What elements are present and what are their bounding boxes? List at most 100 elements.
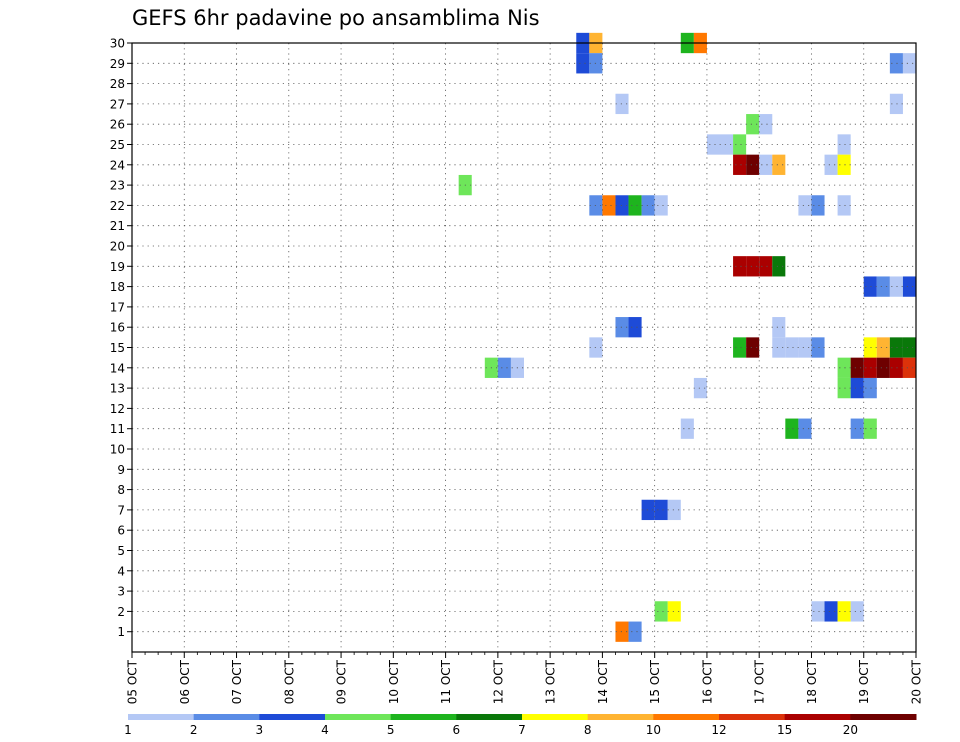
heatmap-cell: [615, 93, 629, 115]
x-tick-label: 11 OCT: [439, 659, 453, 704]
legend-label: 6: [453, 723, 461, 737]
heatmap-cell: [902, 53, 916, 74]
y-tick-label: 25: [110, 138, 125, 152]
y-tick-label: 20: [110, 240, 125, 254]
legend-label: 12: [711, 723, 726, 737]
heatmap-cell: [837, 134, 851, 155]
heatmap-cell: [850, 357, 864, 378]
heatmap-cell: [654, 601, 668, 622]
legend-swatch: [653, 714, 720, 720]
y-tick-label: 11: [110, 422, 125, 436]
heatmap-cell: [876, 276, 890, 297]
heatmap-cell: [798, 418, 812, 439]
heatmap-cell: [720, 134, 734, 155]
legend-swatch: [128, 714, 195, 720]
heatmap-cell: [759, 114, 773, 135]
heatmap-cell: [798, 195, 812, 216]
heatmap-cell: [667, 601, 681, 622]
heatmap-cell: [837, 154, 851, 175]
heatmap-cell: [733, 154, 747, 175]
x-tick-label: 14 OCT: [596, 659, 610, 704]
heatmap-cell: [863, 337, 877, 358]
y-tick-label: 5: [117, 544, 125, 558]
heatmap-cell: [863, 276, 877, 297]
heatmap-cell: [667, 499, 681, 521]
y-tick-label: 26: [110, 118, 125, 132]
heatmap-cell: [811, 337, 825, 358]
heatmap-cell: [746, 337, 760, 358]
heatmap-cell: [837, 357, 851, 378]
y-tick-label: 13: [110, 382, 125, 396]
legend-label: 7: [518, 723, 526, 737]
y-tick-label: 8: [117, 483, 125, 497]
y-tick-label: 15: [110, 341, 125, 355]
y-tick-label: 2: [117, 605, 125, 619]
heatmap-cell: [863, 418, 877, 439]
y-tick-label: 16: [110, 321, 125, 335]
legend-label: 8: [584, 723, 592, 737]
heatmap-cell: [850, 418, 864, 439]
legend-swatch: [850, 714, 917, 720]
heatmap-cell: [902, 357, 916, 378]
heatmap-cell: [654, 195, 668, 216]
x-tick-label: 09 OCT: [335, 659, 349, 704]
y-axis: 1234567891011121314151617181920212223242…: [110, 37, 132, 639]
y-tick-label: 6: [117, 524, 125, 538]
y-tick-label: 3: [117, 585, 125, 599]
y-tick-label: 29: [110, 57, 125, 71]
heatmap-cell: [602, 195, 616, 216]
legend-swatch: [784, 714, 851, 720]
heatmap-cell: [628, 317, 642, 338]
y-tick-label: 12: [110, 402, 125, 416]
heatmap-cell: [811, 195, 825, 216]
data-cells: [458, 32, 916, 642]
heatmap-cell: [850, 377, 864, 399]
legend-label: 4: [321, 723, 329, 737]
heatmap-cell: [759, 154, 773, 175]
x-tick-label: 07 OCT: [230, 659, 244, 704]
y-tick-label: 18: [110, 280, 125, 294]
y-tick-label: 24: [110, 158, 125, 172]
y-tick-label: 14: [110, 361, 125, 375]
y-tick-label: 23: [110, 179, 125, 193]
y-tick-label: 4: [117, 564, 125, 578]
heatmap-cell: [746, 154, 760, 175]
x-tick-label: 20 OCT: [910, 659, 924, 704]
legend-label: 5: [387, 723, 395, 737]
heatmap-cell: [654, 499, 668, 521]
legend-label: 20: [843, 723, 858, 737]
legend-swatch: [719, 714, 786, 720]
heatmap-cell: [693, 377, 707, 399]
heatmap-cell: [615, 621, 629, 642]
heatmap-cell: [824, 154, 838, 175]
heatmap-cell: [798, 337, 812, 358]
heatmap-cell: [615, 317, 629, 338]
heatmap-cell: [772, 256, 786, 277]
y-tick-label: 17: [110, 300, 125, 314]
y-tick-label: 27: [110, 97, 125, 111]
y-tick-label: 28: [110, 77, 125, 91]
heatmap-cell: [772, 154, 786, 175]
y-tick-label: 1: [117, 625, 125, 639]
x-tick-label: 08 OCT: [282, 659, 296, 704]
heatmap-cell: [837, 195, 851, 216]
heatmap-cell: [733, 134, 747, 155]
heatmap-cell: [785, 337, 799, 358]
heatmap-cell: [733, 337, 747, 358]
legend-label: 15: [777, 723, 792, 737]
legend-swatch: [587, 714, 654, 720]
chart-title: GEFS 6hr padavine po ansamblima Nis: [132, 6, 540, 30]
heatmap-cell: [837, 377, 851, 399]
legend-swatch: [259, 714, 326, 720]
heatmap-cell: [785, 418, 799, 439]
heatmap-cell: [811, 601, 825, 622]
legend-label: 2: [190, 723, 198, 737]
heatmap-cell: [706, 134, 720, 155]
heatmap-cell: [824, 601, 838, 622]
x-tick-label: 15 OCT: [648, 659, 662, 704]
heatmap-cell: [876, 357, 890, 378]
legend-swatch: [325, 714, 392, 720]
y-tick-label: 7: [117, 503, 125, 517]
x-tick-label: 18 OCT: [805, 659, 819, 704]
legend-swatch: [522, 714, 589, 720]
